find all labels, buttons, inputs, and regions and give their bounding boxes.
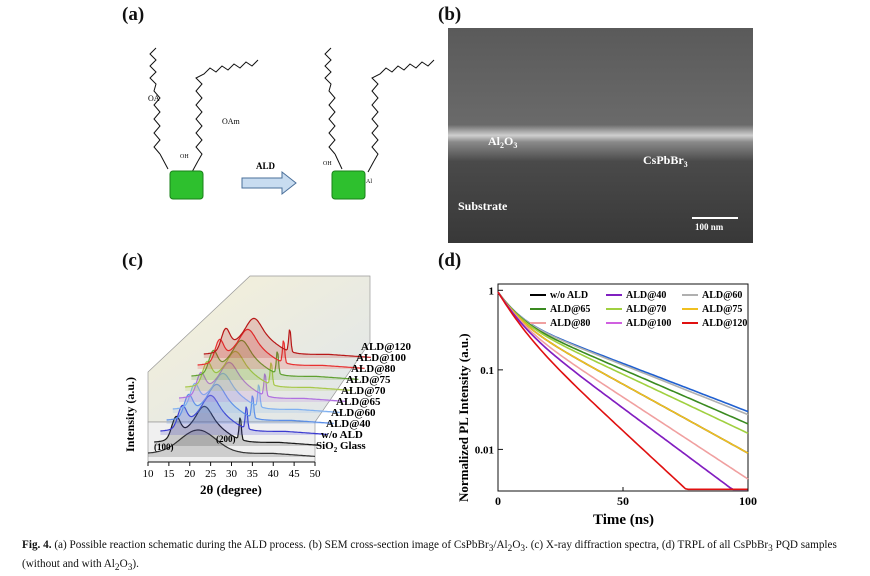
oh-label-right: OH — [323, 161, 332, 167]
trpl-series-ald-60 — [497, 291, 749, 416]
trpl-legend-label-8: ALD@120 — [702, 318, 747, 329]
trpl-legend-label-4: ALD@70 — [626, 304, 666, 315]
trpl-ytick-label-0.1: 0.1 — [480, 365, 494, 377]
xrd-legend-0: SiO2 Glass — [316, 440, 366, 454]
xrd-legend-8: ALD@100 — [356, 352, 406, 364]
xrd-xtick-label-10: 10 — [143, 468, 155, 480]
peak-100-label: (100) — [154, 442, 174, 452]
trpl-legend-label-6: ALD@80 — [550, 318, 590, 329]
trpl-series-ald-75 — [497, 291, 749, 454]
caption-text-7: ). — [132, 558, 139, 571]
xrd-series-ald-65 — [172, 372, 340, 413]
trpl-xtick-label-0: 0 — [495, 494, 501, 508]
caption-sub-2: 2 — [507, 544, 513, 555]
panel-c-label: (c) — [122, 250, 144, 271]
figure-caption: Fig. 4. (a) Possible reaction schematic … — [22, 538, 852, 576]
perovskite-crystal-left — [169, 170, 204, 200]
xrd-xtick-label-45: 45 — [289, 468, 301, 480]
peak-200-label: (200) — [216, 434, 236, 444]
xrd-series-ald-120 — [203, 317, 371, 358]
caption-sub-3: 3 — [520, 544, 526, 555]
xrd-xtick-label-40: 40 — [268, 468, 280, 480]
trpl-ytick-label-1: 1 — [489, 285, 495, 297]
trpl-chart: 0 50 100 1 0.1 0.01 w/o ALD ALD@40 ALD@60 ALD@65… — [456, 283, 757, 528]
xrd-y-label: Intensity (a.u.) — [123, 377, 137, 452]
xrd-series-ald-75 — [185, 350, 353, 391]
caption-text-5: PQD samples (without and with Al — [22, 539, 837, 571]
xrd-series-ald-40 — [160, 394, 328, 435]
xrd-series-sio2-glass — [147, 429, 316, 457]
ald-arrow-icon — [241, 170, 297, 196]
oa-chain — [149, 47, 161, 155]
xrd-series-ald-80 — [191, 339, 359, 380]
al2o3-layer-label: Al2O3 — [488, 134, 517, 150]
panel-b-label: (b) — [438, 4, 462, 25]
xrd-x-label: 2θ (degree) — [200, 482, 262, 497]
caption-sub-1: 3 — [488, 544, 494, 555]
oam-chain-right — [371, 59, 435, 162]
ald-arrow-label: ALD — [256, 161, 276, 171]
caption-text-1: (a) Possible reaction schematic during t… — [51, 539, 489, 551]
xrd-xtick-label-30: 30 — [226, 468, 238, 480]
trpl-legend-label-1: ALD@40 — [626, 290, 666, 301]
trpl-plot-area — [497, 283, 749, 492]
caption-text-2: /Al — [493, 539, 508, 551]
xrd-legend-5: ALD@70 — [341, 385, 386, 397]
trpl-xtick-label-50: 50 — [617, 494, 629, 508]
caption-fig-number: Fig. 4. — [22, 539, 52, 551]
xrd-legend-4: ALD@65 — [336, 396, 381, 408]
xrd-legend-9: ALD@120 — [361, 341, 411, 353]
al-label-3: Al — [366, 179, 372, 185]
xrd-series-ald-100 — [197, 328, 365, 369]
oam-label: OAm — [222, 117, 241, 126]
xrd-fill-0 — [148, 430, 315, 457]
trpl-legend-label-0: w/o ALD — [550, 290, 588, 301]
oh-label: OH — [180, 154, 189, 160]
xrd-xtick-label-35: 35 — [247, 468, 259, 480]
caption-sub-5: 2 — [114, 563, 120, 574]
caption-text-3: O — [512, 539, 521, 551]
xrd-xtick-label-20: 20 — [184, 468, 196, 480]
trpl-y-label: Normalized PL Intensity (a.u.) — [456, 333, 471, 502]
trpl-legend-label-7: ALD@100 — [626, 318, 671, 329]
perovskite-crystal-right — [331, 170, 366, 200]
xrd-legend-3: ALD@60 — [331, 407, 376, 419]
xrd-legend-7: ALD@80 — [351, 363, 396, 375]
trpl-x-label: Time (ns) — [593, 512, 654, 528]
trpl-series-ald-80 — [497, 291, 749, 480]
xrd-series-ald-60 — [166, 383, 334, 424]
trpl-legend-label-2: ALD@60 — [702, 290, 742, 301]
trpl-ytick-label-0.01: 0.01 — [475, 444, 494, 456]
trpl-series-ald-65 — [497, 291, 749, 425]
caption-text-6: O — [119, 558, 128, 571]
xrd-legend-6: ALD@75 — [346, 374, 391, 386]
xrd-legend-2: ALD@40 — [326, 418, 371, 430]
trpl-xtick-label-100: 100 — [739, 494, 757, 508]
panel-a-label: (a) — [122, 4, 145, 25]
xrd-series-ald-70 — [178, 361, 347, 402]
xrd-legend-1: w/o ALD — [321, 429, 363, 441]
trpl-series-ald-70 — [497, 291, 749, 435]
xrd-xtick-label-25: 25 — [205, 468, 217, 480]
oam-chain — [195, 59, 259, 162]
cspbbr3-layer-label: CsPbBr3 — [643, 153, 688, 169]
oa-label: OA — [148, 94, 160, 103]
panel-d-label: (d) — [438, 250, 462, 271]
scale-bar-label: 100 nm — [695, 222, 724, 232]
trpl-legend-label-5: ALD@75 — [702, 304, 742, 315]
trpl-legend-label-3: ALD@65 — [550, 304, 590, 315]
oa-chain-right — [324, 47, 336, 155]
trpl-series-ald-120 — [497, 291, 748, 491]
caption-text-4: . (c) X-ray diffraction spectra, (d) TRP… — [525, 539, 769, 551]
substrate-label: Substrate — [458, 199, 508, 213]
caption-sub-4: 3 — [768, 544, 773, 555]
reaction-schematic: OA OAm OH OH Al Al Al ALD — [148, 47, 435, 200]
caption-sub-6: 3 — [127, 563, 133, 574]
trpl-series-ald-40 — [497, 291, 748, 491]
xrd-xtick-label-50: 50 — [310, 468, 322, 480]
xrd-series-w-o-ald — [154, 405, 322, 446]
xrd-xtick-label-15: 15 — [163, 468, 175, 480]
sem-image: Al2O3 CsPbBr3 Substrate 100 nm — [448, 28, 753, 243]
